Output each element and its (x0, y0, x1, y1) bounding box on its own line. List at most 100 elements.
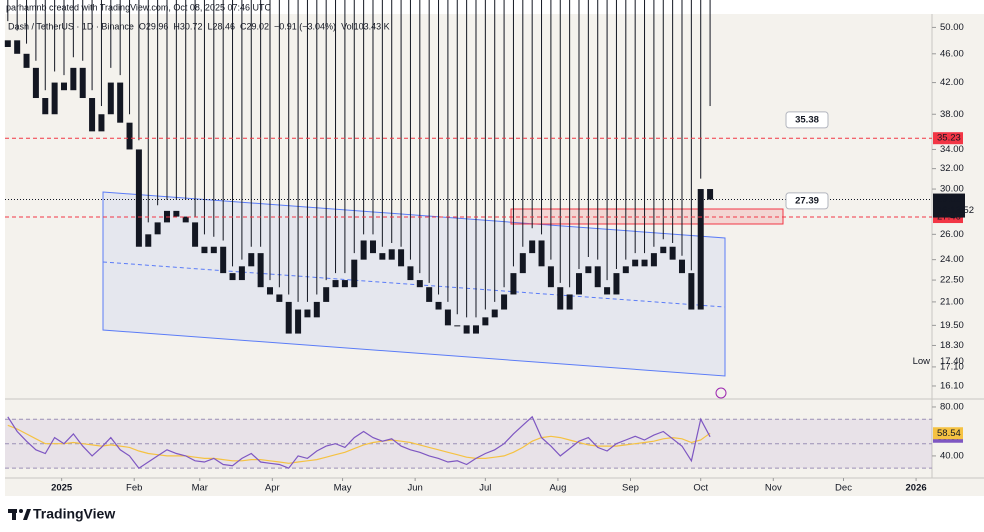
x-tick-label: Mar (192, 483, 208, 494)
candle-body (566, 294, 573, 310)
candle-body (604, 287, 611, 295)
candle-body (154, 222, 161, 235)
event-icon (715, 387, 727, 399)
rsi-line (7, 415, 711, 470)
candle-body (557, 287, 564, 310)
candle-body (697, 189, 704, 310)
x-tick-label: 2025 (51, 483, 73, 494)
candle-body (407, 266, 414, 281)
last-price: 29.02 (937, 194, 961, 205)
candle-body (248, 253, 255, 267)
candle-body (229, 273, 236, 281)
candle-body (444, 309, 451, 326)
y-tick-label: 30.00 (940, 184, 964, 195)
countdown: 16:13:52 (937, 205, 974, 216)
candle-body (632, 259, 639, 267)
candle-body (332, 280, 339, 288)
last-price-tag (933, 193, 965, 218)
y-tick-label: 38.00 (940, 109, 964, 120)
candle-body (491, 309, 498, 318)
y-tick-label: 40.00 (940, 450, 964, 461)
candle-body (51, 82, 58, 115)
logo-part (19, 509, 23, 513)
candle-body (594, 266, 601, 288)
callout-box (785, 192, 829, 210)
candle-body (529, 240, 536, 254)
candle-body (341, 280, 348, 288)
legend-text: Vol103.43 K (341, 21, 390, 31)
y-tick-label: 80.00 (940, 401, 964, 412)
candle-body (79, 67, 86, 99)
candle-body (210, 246, 217, 254)
candle-body (266, 287, 273, 295)
candle-body (641, 259, 648, 267)
legend-text: O29.96 (139, 21, 169, 31)
candle-body (463, 325, 470, 334)
candle-body (192, 222, 199, 247)
candle-body (650, 253, 657, 267)
candle-body (182, 216, 189, 223)
candle-body (435, 301, 442, 310)
y-tick-label: 19.50 (940, 320, 964, 331)
candle-body (613, 273, 620, 295)
x-tick-label: Sep (622, 483, 639, 494)
x-tick-label: Feb (126, 483, 142, 494)
y-tick-label: 50.00 (940, 22, 964, 33)
candle-body (70, 67, 77, 91)
x-tick-label: Nov (765, 483, 782, 494)
rsi-line (7, 424, 711, 464)
zone (510, 208, 784, 225)
y-tick-label: 42.00 (940, 77, 964, 88)
candle-body (379, 253, 386, 260)
x-tick-label: Jul (479, 483, 491, 494)
candle-body (688, 273, 695, 310)
level-label: 35.23 (937, 133, 961, 144)
candle-body (454, 325, 461, 327)
y-tick-label: 22.50 (940, 275, 964, 286)
logo-part (12, 509, 16, 520)
legend-row: Dash / TetherUS · 1D · Binance O29.96 H30.… (8, 21, 390, 31)
legend-text: C29.02 (240, 21, 269, 31)
candle-body (276, 294, 283, 302)
candle-body (678, 259, 685, 274)
x-tick-label: Aug (549, 483, 566, 494)
candle-body (23, 53, 30, 68)
y-tick-label: 34.00 (940, 144, 964, 155)
candle-body (547, 266, 554, 288)
x-tick-label: Oct (693, 483, 708, 494)
candle-body (135, 149, 142, 247)
candle-body (538, 240, 545, 267)
y-tick-label: 32.00 (940, 163, 964, 174)
y-tick-label: 46.00 (940, 48, 964, 59)
candle-body (126, 122, 133, 150)
plot-background (5, 14, 932, 496)
candle-body (98, 114, 105, 132)
candle-body (416, 280, 423, 288)
candle-body (257, 253, 264, 288)
candle-body (622, 266, 629, 274)
candle-body (89, 98, 96, 132)
candle-body (117, 82, 124, 123)
legend-text: Dash / TetherUS · 1D · Binance (8, 21, 134, 31)
candle-body (4, 40, 11, 47)
legend-text: L28.46 (207, 21, 235, 31)
candle-body (510, 273, 517, 295)
low-title: Low (913, 356, 931, 367)
candle-body (501, 294, 508, 310)
y-tick-label: 17.10 (940, 361, 964, 372)
logo (8, 509, 31, 520)
candle-body (295, 309, 302, 334)
candle-body (220, 246, 227, 274)
candle-body (201, 246, 208, 254)
y-tick-label: 16.10 (940, 380, 964, 391)
candle-body (360, 240, 367, 260)
legend-text: −0.91 (−3.04%) (274, 21, 336, 31)
candle-body (313, 301, 320, 318)
candle-body (107, 82, 114, 115)
candle-body (398, 249, 405, 267)
candle-body (388, 249, 395, 260)
candle-body (585, 266, 592, 274)
low-value: 17.40 (940, 356, 964, 367)
